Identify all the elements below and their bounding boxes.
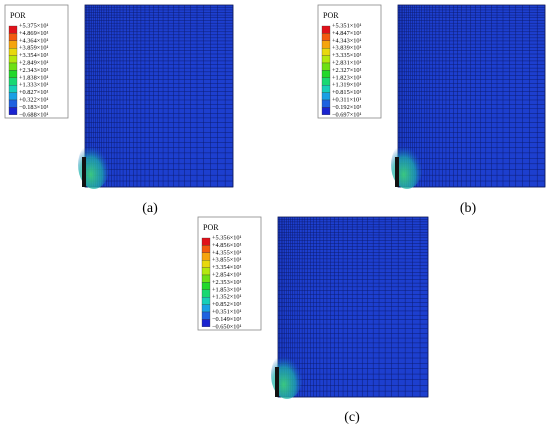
legend-label: +2.849×10¹: [19, 59, 49, 66]
mesh-domain: [397, 4, 546, 188]
legend-label: +1.838×10¹: [19, 74, 49, 81]
legend-label: +5.351×10¹: [332, 22, 362, 29]
legend-label: +3.354×10¹: [212, 264, 242, 271]
legend-label: +4.856×10¹: [212, 242, 242, 249]
legend-label: −0.183×10¹: [19, 104, 49, 111]
legend-swatch: [201, 304, 211, 313]
legend-label: −0.650×10¹: [212, 323, 242, 330]
legend-title: POR: [203, 223, 219, 232]
legend-swatch: [321, 70, 331, 78]
legend-swatch: [8, 77, 18, 86]
legend-swatch: [321, 85, 331, 93]
legend-label: +0.311×10¹: [332, 96, 361, 103]
legend-label: +0.322×10¹: [19, 96, 49, 103]
legend-swatch: [201, 274, 211, 283]
legend-label: +3.839×10¹: [332, 45, 362, 52]
legend-label: +3.354×10¹: [19, 52, 49, 59]
legend-swatch: [201, 260, 211, 268]
legend-swatch: [321, 40, 331, 49]
legend-label: +3.335×10¹: [332, 52, 362, 59]
legend-swatch: [201, 282, 211, 290]
legend-swatch: [201, 267, 211, 276]
legend-label: +2.854×10¹: [212, 271, 242, 278]
mesh-domain: [277, 216, 429, 398]
legend-swatch: [321, 107, 331, 115]
panel-label: (c): [344, 410, 360, 425]
legend-swatch: [201, 311, 211, 320]
legend-swatch: [8, 33, 18, 41]
legend-swatch: [8, 48, 18, 56]
legend-swatch: [8, 25, 18, 34]
legend-label: +1.319×10¹: [332, 82, 362, 89]
legend-swatch: [8, 55, 18, 64]
legend-swatch: [8, 107, 18, 115]
legend-label: +1.823×10¹: [332, 74, 362, 81]
legend-label: +2.343×10¹: [19, 67, 49, 74]
panel-label: (a): [142, 201, 158, 216]
legend-swatch: [201, 237, 211, 246]
legend-swatch: [201, 319, 211, 327]
legend-label: +2.353×10¹: [212, 279, 242, 286]
legend-label: +2.327×10¹: [332, 67, 362, 74]
legend-title: POR: [323, 11, 339, 20]
legend-label: −0.697×10¹: [332, 111, 362, 118]
panel: POR +5.356×10¹+4.856×10¹+4.355×10¹+3.855×…: [197, 216, 429, 425]
legend-swatch: [8, 85, 18, 93]
legend-swatch: [8, 99, 18, 108]
legend-swatch: [321, 48, 331, 56]
legend-swatch: [201, 245, 211, 253]
legend-label: +5.375×10¹: [19, 22, 49, 29]
legend-swatch: [321, 25, 331, 34]
legend-label: +4.355×10¹: [212, 249, 242, 256]
legend-label: −0.149×10¹: [212, 316, 242, 323]
legend-swatch: [8, 92, 18, 101]
legend-label: +5.356×10¹: [212, 234, 242, 241]
panel: POR +5.375×10¹+4.869×10¹+4.364×10¹+3.859×…: [4, 4, 234, 216]
legend-swatch: [321, 99, 331, 108]
load-plate: [275, 367, 279, 397]
load-plate: [82, 157, 86, 187]
legend-label: +2.831×10¹: [332, 59, 362, 66]
legend-label: −0.688×10¹: [19, 111, 49, 118]
load-plate: [395, 157, 399, 187]
legend-label: +4.869×10¹: [19, 30, 49, 37]
legend-swatch: [321, 77, 331, 86]
panel: POR +5.351×10¹+4.847×10¹+4.343×10¹+3.839×…: [317, 4, 546, 216]
legend-swatch: [201, 297, 211, 305]
legend-label: +3.855×10¹: [212, 257, 242, 264]
legend-label: +0.351×10¹: [212, 308, 242, 315]
legend-label: +4.343×10¹: [332, 37, 362, 44]
legend-label: +0.827×10¹: [19, 89, 49, 96]
legend-label: +3.859×10¹: [19, 45, 49, 52]
legend-swatch: [8, 40, 18, 49]
legend-swatch: [8, 62, 18, 71]
legend-swatch: [321, 62, 331, 71]
legend-label: +0.815×10¹: [332, 89, 362, 96]
legend-swatch: [321, 92, 331, 101]
legend-label: +4.847×10¹: [332, 30, 362, 37]
legend-swatch: [201, 252, 211, 261]
legend-swatch: [321, 55, 331, 64]
legend-title: POR: [10, 11, 26, 20]
mesh-domain: [84, 4, 234, 188]
legend-label: +4.364×10¹: [19, 37, 49, 44]
legend-label: +1.333×10¹: [19, 82, 49, 89]
legend-label: +0.852×10¹: [212, 301, 242, 308]
legend-label: −0.192×10¹: [332, 104, 362, 111]
panel-label: (b): [460, 201, 477, 216]
legend-swatch: [321, 33, 331, 41]
legend-swatch: [8, 70, 18, 78]
legend-swatch: [201, 289, 211, 298]
legend-label: +1.853×10¹: [212, 286, 242, 293]
legend-label: +1.352×10¹: [212, 294, 242, 301]
